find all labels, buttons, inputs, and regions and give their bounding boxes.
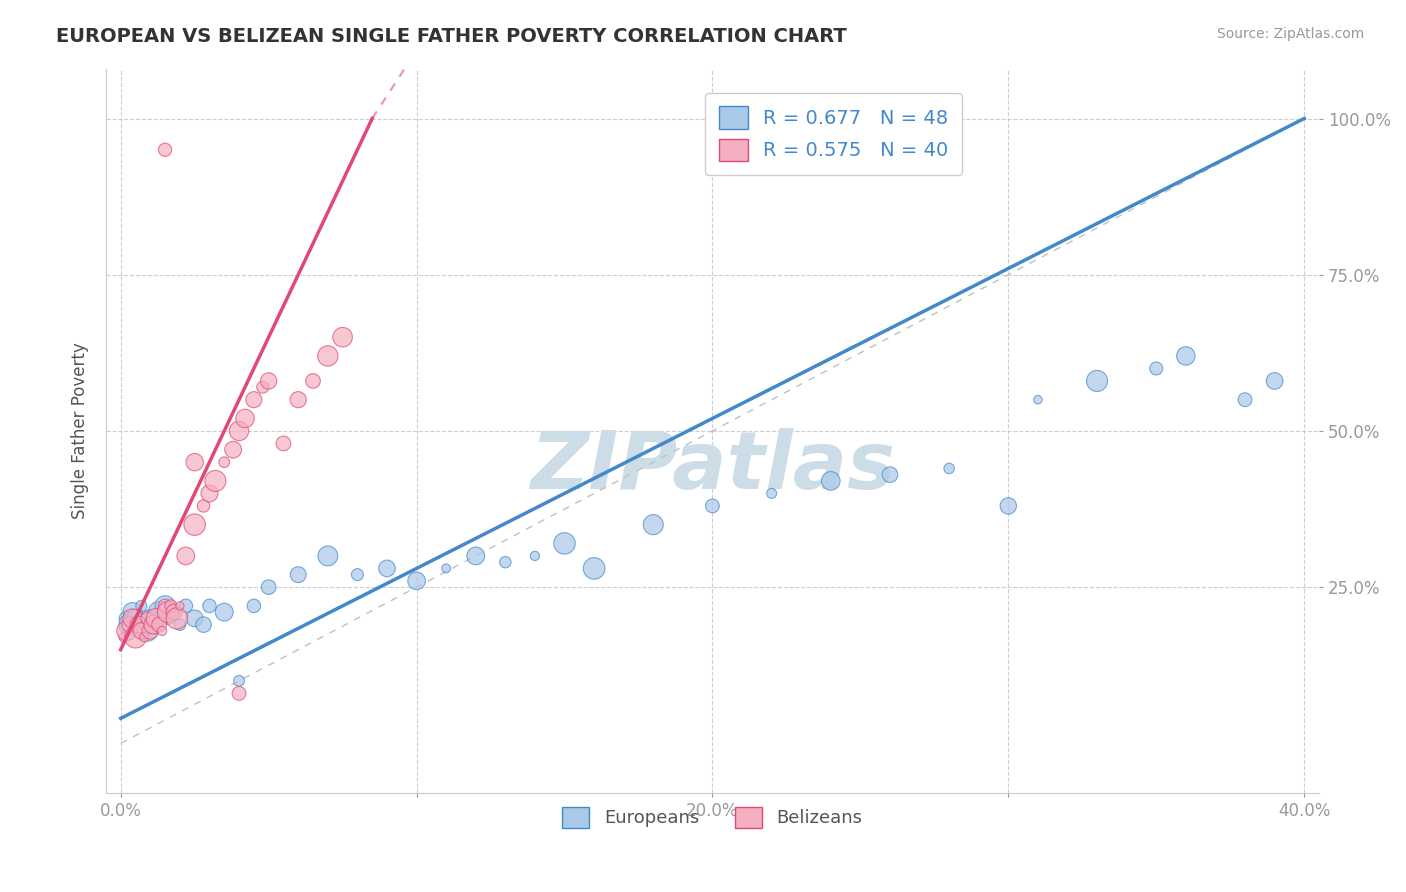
Point	[405, 574, 427, 588]
Point	[153, 599, 176, 613]
Point	[464, 549, 486, 563]
Point	[153, 599, 176, 613]
Point	[136, 611, 159, 625]
Point	[157, 605, 180, 619]
Text: ZIPatlas: ZIPatlas	[530, 428, 896, 506]
Point	[316, 349, 339, 363]
Point	[183, 517, 205, 532]
Point	[139, 611, 162, 625]
Point	[127, 617, 149, 632]
Point	[166, 611, 188, 625]
Point	[494, 555, 516, 569]
Point	[163, 605, 186, 619]
Point	[1026, 392, 1049, 407]
Point	[257, 374, 280, 388]
Point	[198, 486, 221, 500]
Point	[879, 467, 901, 482]
Point	[702, 499, 724, 513]
Point	[1233, 392, 1256, 407]
Point	[302, 374, 325, 388]
Point	[163, 605, 186, 619]
Point	[115, 624, 138, 638]
Point	[228, 686, 250, 700]
Point	[212, 455, 235, 469]
Point	[142, 617, 165, 632]
Point	[134, 630, 156, 644]
Point	[118, 617, 141, 632]
Point	[124, 630, 146, 644]
Point	[233, 411, 256, 425]
Point	[150, 624, 173, 638]
Point	[169, 599, 191, 613]
Point	[131, 624, 153, 638]
Text: Source: ZipAtlas.com: Source: ZipAtlas.com	[1216, 27, 1364, 41]
Point	[287, 392, 309, 407]
Point	[121, 611, 143, 625]
Point	[204, 474, 226, 488]
Point	[148, 617, 170, 632]
Point	[1174, 349, 1197, 363]
Point	[198, 599, 221, 613]
Point	[115, 611, 138, 625]
Point	[193, 617, 215, 632]
Point	[375, 561, 398, 575]
Point	[820, 474, 842, 488]
Point	[160, 599, 183, 613]
Point	[142, 617, 165, 632]
Point	[938, 461, 960, 475]
Point	[145, 611, 167, 625]
Point	[118, 617, 141, 632]
Point	[124, 611, 146, 625]
Point	[523, 549, 546, 563]
Point	[643, 517, 665, 532]
Point	[139, 624, 162, 638]
Point	[332, 330, 354, 344]
Point	[316, 549, 339, 563]
Point	[183, 611, 205, 625]
Point	[148, 605, 170, 619]
Point	[174, 599, 197, 613]
Point	[434, 561, 457, 575]
Point	[131, 599, 153, 613]
Point	[583, 561, 606, 575]
Point	[257, 580, 280, 594]
Point	[136, 624, 159, 638]
Point	[228, 673, 250, 688]
Point	[127, 617, 149, 632]
Point	[153, 143, 176, 157]
Y-axis label: Single Father Poverty: Single Father Poverty	[72, 343, 89, 519]
Point	[1144, 361, 1167, 376]
Point	[157, 611, 180, 625]
Point	[273, 436, 295, 450]
Point	[243, 599, 266, 613]
Point	[193, 499, 215, 513]
Point	[212, 605, 235, 619]
Point	[174, 549, 197, 563]
Point	[761, 486, 783, 500]
Point	[346, 567, 368, 582]
Point	[252, 380, 274, 394]
Legend: Europeans, Belizeans: Europeans, Belizeans	[555, 800, 870, 835]
Point	[121, 605, 143, 619]
Point	[997, 499, 1019, 513]
Point	[1264, 374, 1286, 388]
Point	[287, 567, 309, 582]
Point	[112, 630, 135, 644]
Point	[169, 617, 191, 632]
Point	[145, 611, 167, 625]
Point	[134, 611, 156, 625]
Point	[243, 392, 266, 407]
Point	[183, 455, 205, 469]
Text: EUROPEAN VS BELIZEAN SINGLE FATHER POVERTY CORRELATION CHART: EUROPEAN VS BELIZEAN SINGLE FATHER POVER…	[56, 27, 846, 45]
Point	[553, 536, 575, 550]
Point	[1085, 374, 1108, 388]
Point	[222, 442, 245, 457]
Point	[228, 424, 250, 438]
